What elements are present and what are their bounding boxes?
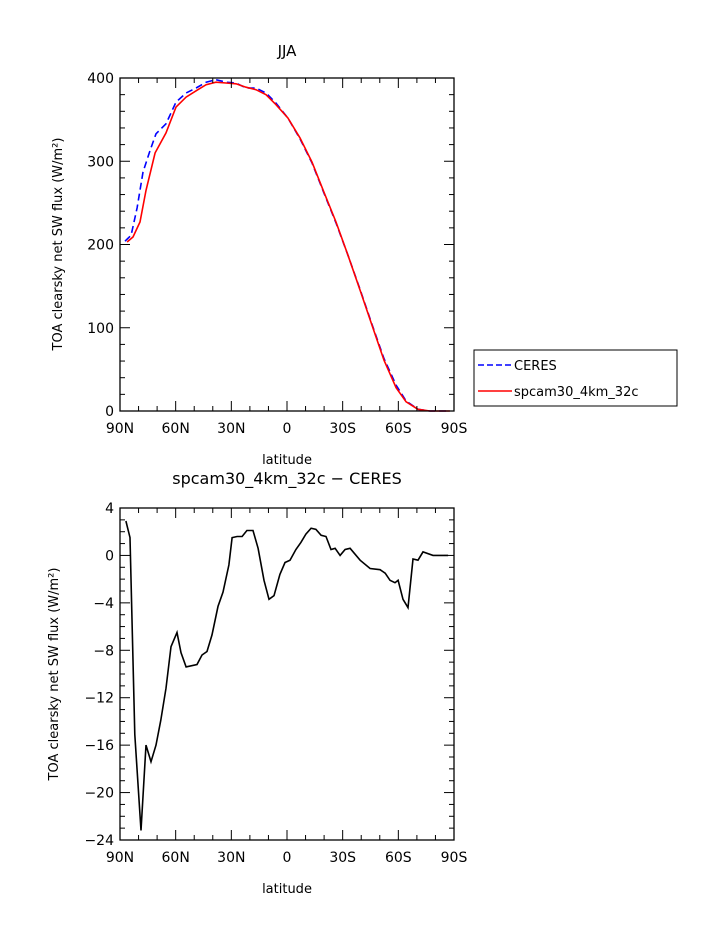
top-y-tick-label: 400 xyxy=(87,71,114,87)
top-y-tick-label: 200 xyxy=(87,238,114,254)
bottom-x-tick-label: 30S xyxy=(329,850,356,866)
top-series-line-ceres xyxy=(124,78,450,412)
bottom-y-tick-label: −24 xyxy=(84,833,114,849)
bottom-y-tick-label: −4 xyxy=(93,596,114,612)
top-y-axis-label: TOA clearsky net SW flux (W/m²) xyxy=(51,138,66,352)
top-x-tick-label: 0 xyxy=(283,421,292,437)
bottom-y-tick-label: 4 xyxy=(105,501,114,517)
bottom-x-tick-label: 90S xyxy=(441,850,468,866)
bottom-x-tick-label: 30N xyxy=(217,850,245,866)
bottom-y-tick-label: −12 xyxy=(84,691,114,707)
bottom-y-tick-label: −20 xyxy=(84,786,114,802)
top-x-tick-label: 30N xyxy=(217,421,245,437)
bottom-plot-frame xyxy=(119,507,455,841)
top-x-tick-label: 60S xyxy=(385,421,412,437)
top-x-tick-label: 90S xyxy=(441,421,468,437)
bottom-x-tick-label: 60N xyxy=(162,850,190,866)
bottom-chart-title: spcam30_4km_32c − CERES xyxy=(172,469,401,489)
bottom-x-tick-label: 0 xyxy=(283,850,292,866)
top-y-tick-label: 0 xyxy=(105,404,114,420)
top-chart-title: JJA xyxy=(277,42,298,60)
top-x-tick-label: 30S xyxy=(329,421,356,437)
bottom-y-tick-label: −8 xyxy=(93,643,114,659)
top-x-axis-label: latitude xyxy=(262,453,312,468)
top-plot-frame xyxy=(119,77,455,412)
legend-label-ceres: CERES xyxy=(514,359,557,374)
bottom-y-axis-label: TOA clearsky net SW flux (W/m²) xyxy=(47,568,62,782)
bottom-series-line-difference xyxy=(125,520,449,831)
legend-label-spcam: spcam30_4km_32c xyxy=(514,385,639,400)
bottom-x-axis-label: latitude xyxy=(262,882,312,897)
top-y-tick-label: 100 xyxy=(87,321,114,337)
top-y-tick-label: 300 xyxy=(87,154,114,170)
bottom-x-tick-label: 60S xyxy=(385,850,412,866)
top-series-line-spcam30-4km-32c xyxy=(126,81,450,412)
bottom-y-tick-label: 0 xyxy=(105,548,114,564)
bottom-y-tick-label: −16 xyxy=(84,738,114,754)
top-x-tick-label: 90N xyxy=(106,421,134,437)
legend: CERES spcam30_4km_32c xyxy=(473,349,678,407)
top-x-tick-label: 60N xyxy=(162,421,190,437)
bottom-x-tick-label: 90N xyxy=(106,850,134,866)
